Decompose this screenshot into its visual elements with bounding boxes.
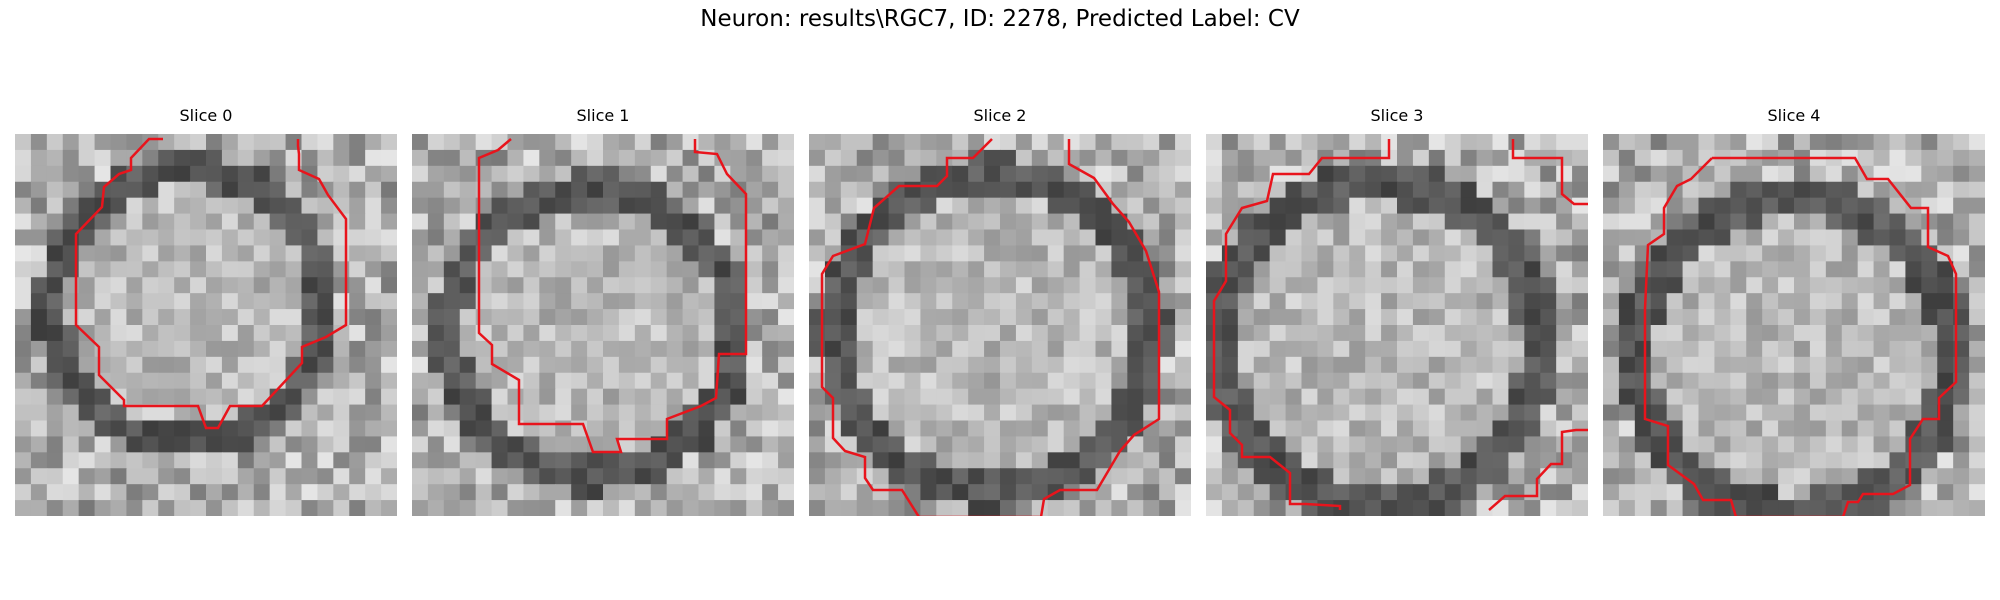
slice-panel-4: Slice 4 xyxy=(1603,106,1985,516)
contour-line xyxy=(1511,139,1588,206)
slice-title: Slice 0 xyxy=(179,106,233,125)
pixel-grid xyxy=(1206,134,1588,516)
slice-image xyxy=(412,134,794,516)
slice-title: Slice 1 xyxy=(576,106,630,125)
pixel-grid xyxy=(15,134,397,516)
figure-title: Neuron: results\RGC7, ID: 2278, Predicte… xyxy=(700,6,1300,32)
slice-image xyxy=(1603,134,1985,516)
slice-panel-2: Slice 2 xyxy=(809,106,1191,516)
contour-line xyxy=(1488,428,1588,511)
slice-title: Slice 2 xyxy=(973,106,1027,125)
contour-line xyxy=(74,137,348,430)
contour-line xyxy=(1212,139,1391,510)
contour-line xyxy=(477,138,748,454)
contour-line xyxy=(1643,156,1958,516)
slice-image xyxy=(809,134,1191,516)
contour-line xyxy=(820,138,1161,516)
slice-image xyxy=(15,134,397,516)
pixel-grid xyxy=(412,134,794,516)
slice-title: Slice 4 xyxy=(1767,106,1821,125)
slice-panel-1: Slice 1 xyxy=(412,106,794,516)
slice-title: Slice 3 xyxy=(1370,106,1424,125)
pixel-grid xyxy=(809,134,1191,516)
pixel-grid xyxy=(1603,134,1985,516)
slice-panel-3: Slice 3 xyxy=(1206,106,1588,516)
slice-panel-0: Slice 0 xyxy=(15,106,397,516)
slice-image xyxy=(1206,134,1588,516)
